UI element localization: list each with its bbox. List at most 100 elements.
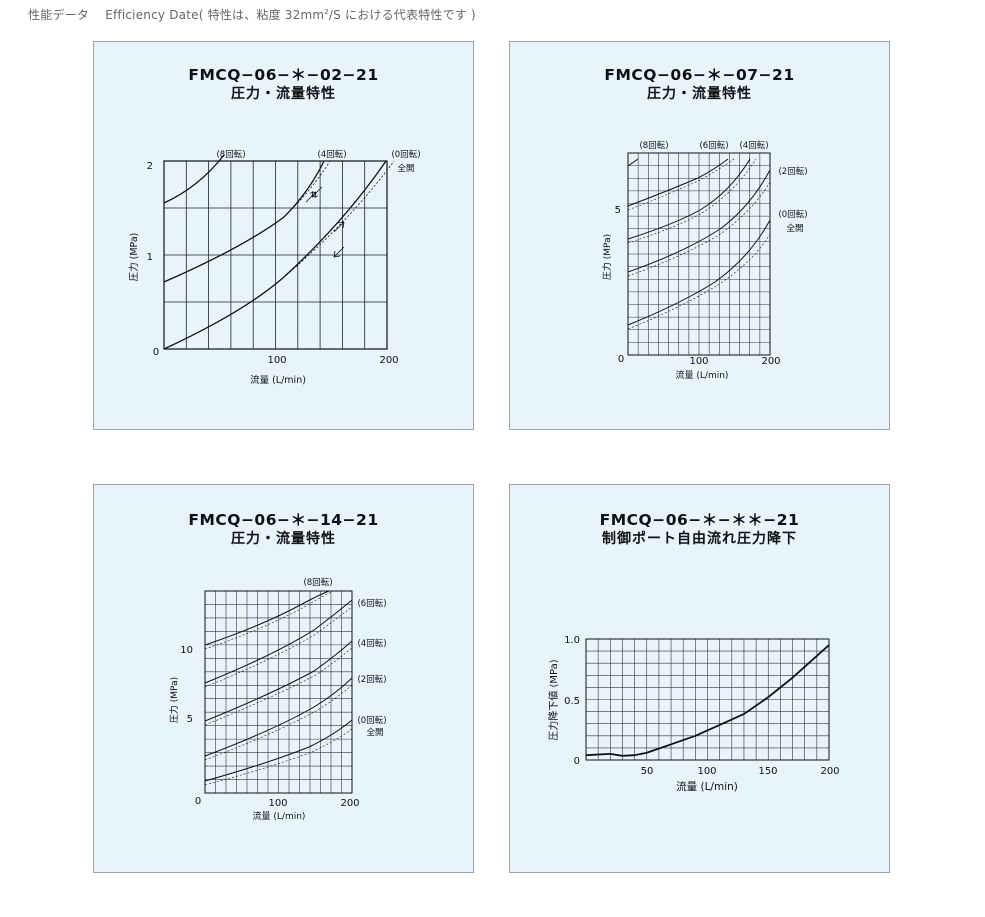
- tick-label-y-10: 10: [180, 645, 193, 656]
- plot-frame: [627, 152, 771, 356]
- chart-subtitle: 制御ポート自由流れ圧力降下: [602, 531, 797, 547]
- tick-label-y-1: 1: [147, 252, 153, 263]
- chart-title-model: FMCQ−06−＊−02−21: [188, 66, 379, 84]
- tick-label-y-1.0: 1.0: [564, 635, 580, 646]
- chart-svg-1: 2 1 0 100 200 流量 (L/min) 圧力 (MPa) (8回転) …: [128, 150, 421, 386]
- x-axis-label: 流量 (L/min): [676, 780, 738, 793]
- plot-frame: [163, 160, 388, 350]
- annotation-0-turns: (0回転): [357, 716, 386, 726]
- tick-label-x-0: 0: [195, 796, 201, 807]
- annotation-0-turns: (0回転): [778, 210, 807, 220]
- curve-8-turns-dashed: [204, 590, 335, 650]
- plot-frame: [585, 638, 830, 761]
- chart-title: FMCQ−06−＊−07−21 圧力・流量特性: [510, 66, 889, 104]
- annotation-4-turns: (4回転): [739, 141, 768, 151]
- chart-svg-4: 1.0 0.5 0 50 100 150 200 流量 (L/min) 圧力降下…: [547, 635, 840, 793]
- tick-label-x-200: 200: [379, 355, 398, 366]
- chart-title-model: FMCQ−06−＊−07−21: [604, 66, 795, 84]
- chart-panel-3: FMCQ−06−＊−14−21 圧力・流量特性 10 5 0 100 200 流…: [93, 484, 474, 873]
- arrow-up-2: [333, 221, 345, 233]
- arrow-down-1: [311, 186, 323, 198]
- chart-svg-3: 10 5 0 100 200 流量 (L/min) 圧力 (MPa) (8回転)…: [168, 578, 387, 822]
- curve-6-turns-dashed: [627, 158, 735, 211]
- curve-6-turns-dashed: [204, 606, 353, 688]
- chart-panel-1: FMCQ−06−＊−02−21 圧力・流量特性 2 1 0 100 200 流量…: [93, 41, 474, 430]
- header-text: 性能データ Efficiency Date( 特性は、粘度 32mm: [28, 8, 325, 22]
- arrow-up-1: [305, 191, 317, 203]
- header-text-tail: /S における代表特性です ): [328, 8, 476, 22]
- x-axis-label: 流量 (L/min): [676, 369, 729, 381]
- y-axis-label: 圧力降下値 (MPa): [547, 659, 560, 740]
- tick-label-y-2: 2: [147, 161, 153, 172]
- curves: [163, 154, 395, 350]
- curve-0-turns: [204, 719, 353, 782]
- page-header: 性能データ Efficiency Date( 特性は、粘度 32mm2/S にお…: [28, 6, 476, 23]
- annotation-8-turns: (8回転): [216, 150, 245, 160]
- tick-label-y-5: 5: [187, 714, 193, 725]
- y-axis-label: 圧力 (MPa): [128, 233, 140, 282]
- tick-label-x-150: 150: [758, 766, 777, 777]
- tick-label-x-100: 100: [268, 798, 287, 809]
- chart-panel-4: FMCQ−06−＊−＊＊−21 制御ポート自由流れ圧力降下 1.0 0.5 0 …: [509, 484, 890, 873]
- chart-svg-2: 5 0 100 200 流量 (L/min) 圧力 (MPa) (8回転) (6…: [601, 141, 808, 381]
- curve-0-turns: [627, 219, 771, 326]
- chart-subtitle: 圧力・流量特性: [231, 531, 336, 547]
- tick-label-x-200: 200: [761, 356, 780, 367]
- curve-4-turns: [627, 158, 751, 240]
- curve-2-turns: [204, 677, 353, 757]
- annotation-full-open: 全開: [397, 163, 414, 174]
- curve-0-turns-dashed: [204, 728, 353, 786]
- curve-4-turns-dashed: [204, 647, 353, 726]
- annotation-8-turns: (8回転): [639, 141, 668, 151]
- annotation-8-turns: (8回転): [303, 578, 332, 588]
- curve-0-turns-dashed: [163, 160, 395, 350]
- tick-label-x-200: 200: [820, 766, 839, 777]
- curve-0-turns-dashed: [627, 233, 771, 330]
- tick-label-y-0: 0: [574, 756, 580, 767]
- tick-label-y-5: 5: [615, 205, 621, 216]
- tick-label-x-0: 0: [618, 354, 624, 365]
- grid: [164, 161, 387, 349]
- chart-title-model: FMCQ−06−＊−14−21: [188, 511, 379, 529]
- curves: [204, 590, 353, 786]
- curve-2-turns-dashed: [204, 684, 353, 761]
- tick-label-y-0.5: 0.5: [564, 696, 580, 707]
- chart-title: FMCQ−06−＊−＊＊−21 制御ポート自由流れ圧力降下: [510, 511, 889, 549]
- x-axis-label: 流量 (L/min): [250, 374, 306, 386]
- curve-2-turns-dashed: [627, 181, 771, 277]
- chart-subtitle: 圧力・流量特性: [231, 86, 336, 102]
- curve-8-turns: [163, 154, 225, 204]
- annotation-6-turns: (6回転): [357, 599, 386, 609]
- y-axis-label: 圧力 (MPa): [601, 234, 613, 280]
- annotation-0-turns: (0回転): [391, 150, 420, 160]
- chart-title: FMCQ−06−＊−14−21 圧力・流量特性: [94, 511, 473, 549]
- chart-title: FMCQ−06−＊−02−21 圧力・流量特性: [94, 66, 473, 104]
- chart-title-model: FMCQ−06−＊−＊＊−21: [599, 511, 800, 529]
- annotation-6-turns: (6回転): [699, 141, 728, 151]
- tick-label-x-100: 100: [267, 355, 286, 366]
- series: [585, 644, 830, 757]
- curve-2-turns: [627, 169, 771, 273]
- curve-4-turns-dashed: [627, 158, 757, 244]
- annotation-full-open: 全開: [786, 223, 803, 234]
- annotation-full-open: 全開: [366, 727, 383, 738]
- curve-6-turns: [204, 599, 353, 684]
- grid: [586, 639, 829, 760]
- annotation-2-turns: (2回転): [357, 675, 386, 685]
- curve-4-turns-dashed: [163, 160, 331, 283]
- tick-label-x-50: 50: [641, 766, 654, 777]
- arrow-down-2: [333, 246, 345, 258]
- tick-label-x-200: 200: [340, 798, 359, 809]
- curve-8-turns: [627, 158, 639, 167]
- tick-label-x-100: 100: [689, 356, 708, 367]
- curves: [627, 158, 771, 330]
- tick-label-x-0: 0: [153, 347, 159, 358]
- series-line-pressure-drop: [585, 644, 830, 757]
- annotation-4-turns: (4回転): [357, 639, 386, 649]
- annotation-2-turns: (2回転): [778, 167, 807, 177]
- header-superscript: 2: [324, 8, 329, 16]
- y-axis-label: 圧力 (MPa): [168, 677, 180, 723]
- curve-4-turns: [163, 160, 325, 283]
- grid: [205, 591, 352, 793]
- curve-4-turns: [204, 640, 353, 722]
